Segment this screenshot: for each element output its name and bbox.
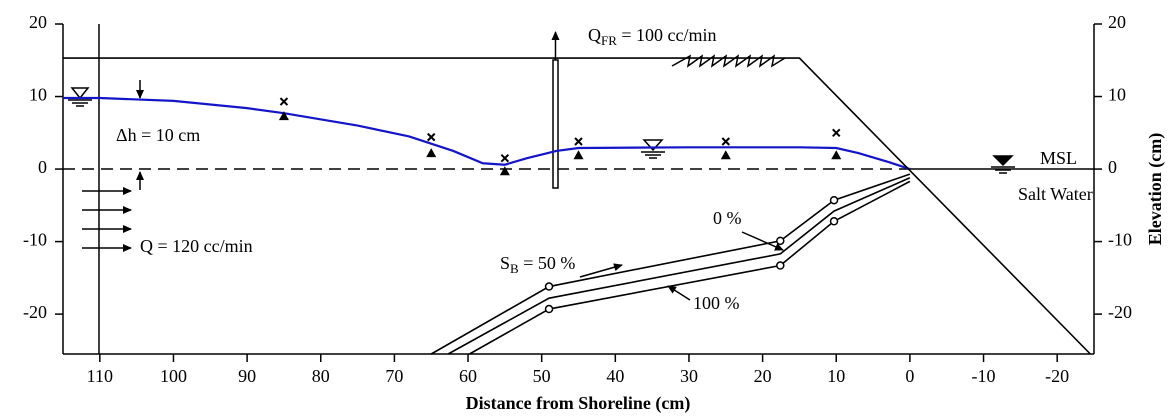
q-fr-sub: FR [601,33,617,48]
triangle-marker [720,150,731,160]
q-label: Q = 120 cc/min [140,236,253,256]
x-axis-title: Distance from Shoreline (cm) [466,393,691,414]
y2-tick-label: -10 [1108,230,1132,250]
q-fr-label: QFR = 100 cc/min [588,25,717,48]
sb-sub: B [510,261,519,276]
triangle-marker [426,148,437,158]
x-tick-label: 90 [238,366,256,386]
circle-marker [544,282,554,291]
x-tick-label: 40 [606,366,624,386]
circle-marker [829,217,839,226]
circle-marker [776,236,785,246]
water-symbols [68,54,1015,174]
x-marker [574,137,583,146]
y-tick-label: 0 [38,157,47,177]
x-tick-label: 110 [87,366,113,386]
x-tick-label: -10 [972,366,996,386]
y2-tick-label: 0 [1108,157,1117,177]
x-tick-label: 80 [312,366,330,386]
well [551,31,560,189]
x-tick-label: 10 [827,366,845,386]
y2-tick-label: 20 [1108,12,1126,32]
triangle-marker [499,166,510,176]
y-tick-label: -10 [23,230,47,250]
x-tick-label: 30 [680,366,698,386]
x-tick-label: 0 [905,366,914,386]
label-0: 0 % [713,208,742,228]
triangle-marker [278,111,289,121]
y-tick-label: -20 [23,302,47,322]
y2-tick-label: 10 [1108,85,1126,105]
q-fr-rest: = 100 cc/min [617,25,717,45]
arrows [82,80,784,301]
y-axis-title: Elevation (cm) [1145,133,1166,245]
x-tick-label: 50 [533,366,551,386]
triangle-marker [573,150,584,160]
label-100: 100 % [693,293,740,313]
x-marker [721,137,730,146]
triangle-marker [831,150,842,160]
sb: S [500,253,510,273]
series-line [63,96,911,171]
x-tick-label: 60 [459,366,477,386]
x-tick-label: 20 [754,366,772,386]
x-tick-label: 70 [385,366,403,386]
x-marker [500,153,510,163]
y-tick-label: 10 [29,85,47,105]
x-tick-label: 100 [160,366,187,386]
circle-marker [776,261,785,270]
x-marker [832,128,841,137]
series-line [63,57,1091,355]
dh-label: Δh = 10 cm [116,125,200,145]
circle-marker [829,195,839,205]
circle-marker [544,304,554,314]
x-tick-label: -20 [1045,366,1069,386]
series-line [447,177,911,355]
x-marker [427,132,436,142]
sb-label: SB = 50 % [500,253,575,276]
y2-tick-label: -20 [1108,302,1132,322]
sb-rest: = 50 % [519,253,576,273]
q-fr: Q [588,25,601,45]
salt-label: Salt Water [1018,184,1093,204]
frame [62,24,1095,355]
msl-label: MSL [1040,148,1077,168]
y-tick-label: 20 [29,12,47,32]
x-marker [279,97,289,106]
